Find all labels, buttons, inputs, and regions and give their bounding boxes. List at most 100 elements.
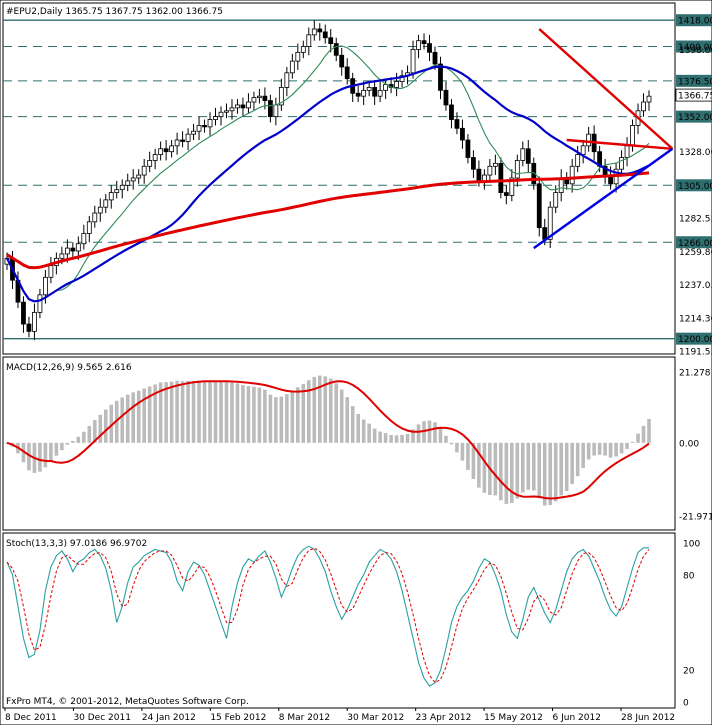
macd-histogram-bar: [268, 394, 273, 443]
macd-histogram-bar: [60, 442, 64, 451]
candle-body: [92, 212, 98, 223]
candle-body: [257, 95, 262, 99]
candle-body: [169, 145, 175, 153]
x-tick-label: 15 May 2012: [484, 713, 543, 723]
price-level-tag: [676, 40, 712, 53]
macd-histogram-bar: [54, 442, 59, 456]
candle-body: [174, 139, 180, 147]
macd-histogram-bar: [416, 424, 421, 443]
macd-histogram-bar: [317, 375, 322, 443]
macd-histogram-bar: [120, 397, 125, 443]
macd-histogram-bar: [27, 442, 31, 471]
macd-histogram-bar: [592, 442, 596, 456]
trendline: [566, 138, 673, 150]
macd-histogram-bar: [252, 386, 256, 443]
candle-body: [619, 157, 624, 170]
panel-frame-2: [2, 532, 676, 709]
macd-histogram-bar: [71, 440, 75, 443]
candle-body: [289, 60, 295, 74]
x-tick-label: 30 Mar 2012: [347, 713, 404, 723]
macd-histogram-bar: [131, 392, 136, 443]
macd-histogram-bar: [125, 394, 130, 443]
candle-body: [26, 323, 32, 332]
macd-histogram-bar: [164, 382, 168, 443]
candle-body: [147, 160, 153, 167]
candle-body: [202, 124, 207, 128]
candle-body: [43, 276, 48, 296]
price-tick-label: 1214.30: [679, 314, 712, 324]
panel-frame-1: [2, 356, 676, 531]
candle-body: [580, 145, 586, 156]
candle-body: [191, 130, 196, 135]
macd-panel: [5, 375, 651, 506]
candle-body: [218, 111, 224, 118]
price-tick-label: 1191.55: [679, 348, 712, 358]
candle-body: [471, 157, 476, 170]
macd-histogram-bar: [559, 442, 564, 496]
candle-body: [229, 107, 235, 112]
price-level-tag-label: 1418.00: [678, 17, 712, 27]
macd-histogram-bar: [630, 441, 635, 443]
candle-body: [586, 133, 592, 147]
candle-body: [481, 174, 487, 182]
macd-histogram-bar: [493, 442, 498, 496]
macd-histogram-bar: [274, 397, 278, 443]
macd-tick-label: 21.278: [679, 369, 711, 379]
macd-histogram-bar: [520, 442, 525, 493]
macd-histogram-bar: [49, 442, 53, 462]
x-tick-label: 30 Dec 2011: [73, 713, 131, 723]
macd-histogram-bar: [619, 442, 624, 454]
candle-body: [284, 72, 290, 88]
macd-histogram-bar: [389, 434, 393, 443]
macd-histogram-bar: [301, 384, 306, 443]
candle-body: [427, 43, 432, 53]
macd-histogram-bar: [482, 442, 487, 493]
macd-histogram-bar: [372, 428, 377, 443]
candle-body: [152, 154, 158, 161]
candle-body: [81, 233, 87, 245]
x-tick-label: 24 Jan 2012: [142, 713, 196, 723]
stochastic-title: Stoch(13,3,3) 97.0186 96.9702: [6, 539, 147, 549]
candle-body: [503, 192, 509, 196]
macd-histogram-bar: [158, 382, 163, 443]
macd-histogram-bar: [361, 419, 366, 443]
candle-body: [333, 43, 339, 56]
candle-body: [575, 154, 581, 167]
stoch-k-line: [6, 545, 649, 687]
price-tick-label: 1259.80: [679, 248, 712, 258]
macd-histogram-bar: [263, 389, 267, 443]
macd-histogram-bar: [466, 442, 470, 470]
candle-body: [520, 148, 526, 161]
macd-histogram-bar: [142, 388, 146, 443]
candle-body: [108, 192, 114, 201]
candle-body: [509, 177, 515, 196]
macd-histogram-bar: [504, 442, 509, 504]
candle-body: [394, 81, 399, 88]
candle-body: [449, 104, 454, 120]
candle-body: [59, 253, 65, 259]
price-panel: [3, 19, 675, 341]
macd-histogram-bar: [383, 433, 388, 443]
x-tick-label: 28 Jun 2012: [621, 713, 675, 723]
macd-histogram-bar: [564, 442, 569, 492]
macd-histogram-bar: [350, 406, 355, 443]
candle-body: [366, 87, 372, 91]
candle-body: [476, 168, 482, 182]
price-level-tag: [676, 332, 712, 345]
candle-body: [514, 160, 520, 179]
macd-histogram-bar: [581, 442, 585, 469]
candle-body: [119, 184, 125, 191]
price-level-tag: [676, 110, 712, 123]
macd-histogram-bar: [285, 394, 289, 443]
trendline: [538, 28, 674, 150]
macd-signal-line: [6, 380, 650, 500]
candle-body: [553, 192, 559, 208]
macd-histogram-bar: [427, 420, 432, 443]
price-level-tag-label: 1376.50: [678, 77, 712, 87]
candle-body: [454, 119, 460, 129]
macd-histogram-bar: [169, 381, 174, 443]
candle-body: [547, 206, 553, 240]
candle-body: [372, 87, 378, 97]
macd-histogram-bar: [191, 380, 196, 443]
